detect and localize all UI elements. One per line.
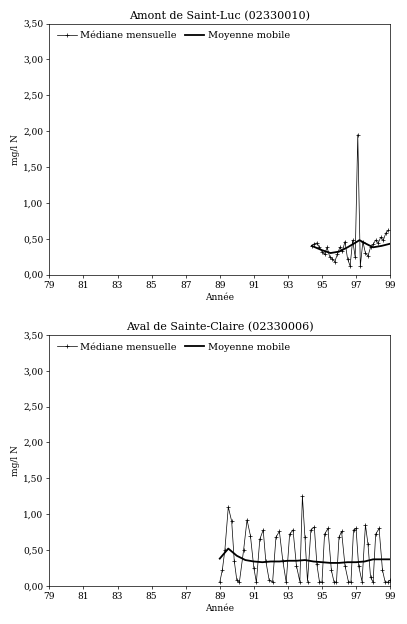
- Moyenne mobile: [371, 243, 376, 251]
- Moyenne mobile: [388, 555, 393, 563]
- Médiane mensuelle: [337, 534, 341, 541]
- Moyenne mobile: [277, 558, 282, 565]
- Médiane mensuelle: [348, 262, 352, 270]
- Moyenne mobile: [388, 240, 393, 248]
- Moyenne mobile: [217, 555, 222, 562]
- Médiane mensuelle: [383, 578, 387, 585]
- Médiane mensuelle: [368, 243, 373, 251]
- Line: Médiane mensuelle: Médiane mensuelle: [218, 494, 392, 584]
- Legend: Médiane mensuelle, Moyenne mobile: Médiane mensuelle, Moyenne mobile: [54, 339, 293, 354]
- Moyenne mobile: [362, 558, 367, 565]
- Médiane mensuelle: [345, 255, 350, 263]
- Moyenne mobile: [362, 239, 367, 246]
- Médiane mensuelle: [315, 239, 319, 246]
- Line: Moyenne mobile: Moyenne mobile: [220, 548, 390, 563]
- Médiane mensuelle: [343, 238, 348, 245]
- Médiane mensuelle: [327, 253, 332, 260]
- Médiane mensuelle: [386, 227, 391, 234]
- Y-axis label: mg/l N: mg/l N: [11, 134, 20, 165]
- X-axis label: Année: Année: [205, 604, 234, 613]
- Line: Médiane mensuelle: Médiane mensuelle: [310, 133, 390, 268]
- Moyenne mobile: [269, 558, 274, 565]
- Moyenne mobile: [328, 559, 333, 567]
- Médiane mensuelle: [217, 578, 222, 586]
- Line: Moyenne mobile: Moyenne mobile: [312, 240, 390, 253]
- Moyenne mobile: [285, 557, 290, 565]
- Médiane mensuelle: [348, 578, 353, 586]
- Médiane mensuelle: [358, 262, 363, 270]
- Médiane mensuelle: [340, 247, 345, 255]
- Moyenne mobile: [309, 242, 314, 250]
- Moyenne mobile: [328, 250, 333, 257]
- Moyenne mobile: [337, 559, 341, 567]
- Médiane mensuelle: [300, 492, 305, 500]
- Moyenne mobile: [379, 555, 384, 563]
- Médiane mensuelle: [381, 236, 386, 244]
- Moyenne mobile: [337, 248, 341, 255]
- Moyenne mobile: [302, 557, 307, 564]
- Médiane mensuelle: [322, 251, 327, 258]
- Médiane mensuelle: [361, 238, 365, 245]
- Médiane mensuelle: [353, 253, 358, 261]
- Médiane mensuelle: [325, 243, 330, 251]
- Moyenne mobile: [371, 555, 376, 563]
- Médiane mensuelle: [317, 243, 322, 251]
- Médiane mensuelle: [379, 233, 383, 241]
- Médiane mensuelle: [319, 248, 324, 255]
- Médiane mensuelle: [371, 241, 376, 248]
- Moyenne mobile: [319, 246, 324, 254]
- Médiane mensuelle: [376, 239, 381, 246]
- Médiane mensuelle: [388, 577, 393, 584]
- Médiane mensuelle: [335, 251, 340, 258]
- Moyenne mobile: [354, 558, 359, 566]
- Title: Amont de Saint-Luc (02330010): Amont de Saint-Luc (02330010): [129, 11, 310, 21]
- Moyenne mobile: [294, 557, 299, 565]
- Moyenne mobile: [260, 558, 265, 566]
- Médiane mensuelle: [350, 236, 355, 244]
- Médiane mensuelle: [365, 252, 370, 260]
- Médiane mensuelle: [365, 540, 370, 548]
- Médiane mensuelle: [261, 526, 266, 534]
- Moyenne mobile: [379, 242, 384, 250]
- X-axis label: Année: Année: [205, 293, 234, 301]
- Médiane mensuelle: [309, 242, 314, 250]
- Médiane mensuelle: [373, 236, 378, 244]
- Moyenne mobile: [226, 545, 231, 552]
- Médiane mensuelle: [383, 229, 388, 236]
- Moyenne mobile: [354, 238, 359, 246]
- Legend: Médiane mensuelle, Moyenne mobile: Médiane mensuelle, Moyenne mobile: [54, 29, 293, 43]
- Title: Aval de Sainte-Claire (02330006): Aval de Sainte-Claire (02330006): [126, 323, 313, 333]
- Moyenne mobile: [345, 558, 350, 566]
- Médiane mensuelle: [363, 250, 368, 257]
- Médiane mensuelle: [337, 243, 342, 251]
- Moyenne mobile: [243, 557, 248, 564]
- Y-axis label: mg/l N: mg/l N: [11, 445, 20, 476]
- Moyenne mobile: [357, 236, 362, 244]
- Moyenne mobile: [311, 558, 316, 565]
- Médiane mensuelle: [257, 535, 262, 543]
- Moyenne mobile: [234, 552, 239, 560]
- Médiane mensuelle: [355, 131, 360, 139]
- Moyenne mobile: [319, 558, 324, 566]
- Médiane mensuelle: [333, 258, 337, 265]
- Médiane mensuelle: [312, 240, 317, 248]
- Médiane mensuelle: [330, 255, 335, 263]
- Moyenne mobile: [345, 243, 350, 251]
- Moyenne mobile: [252, 558, 256, 565]
